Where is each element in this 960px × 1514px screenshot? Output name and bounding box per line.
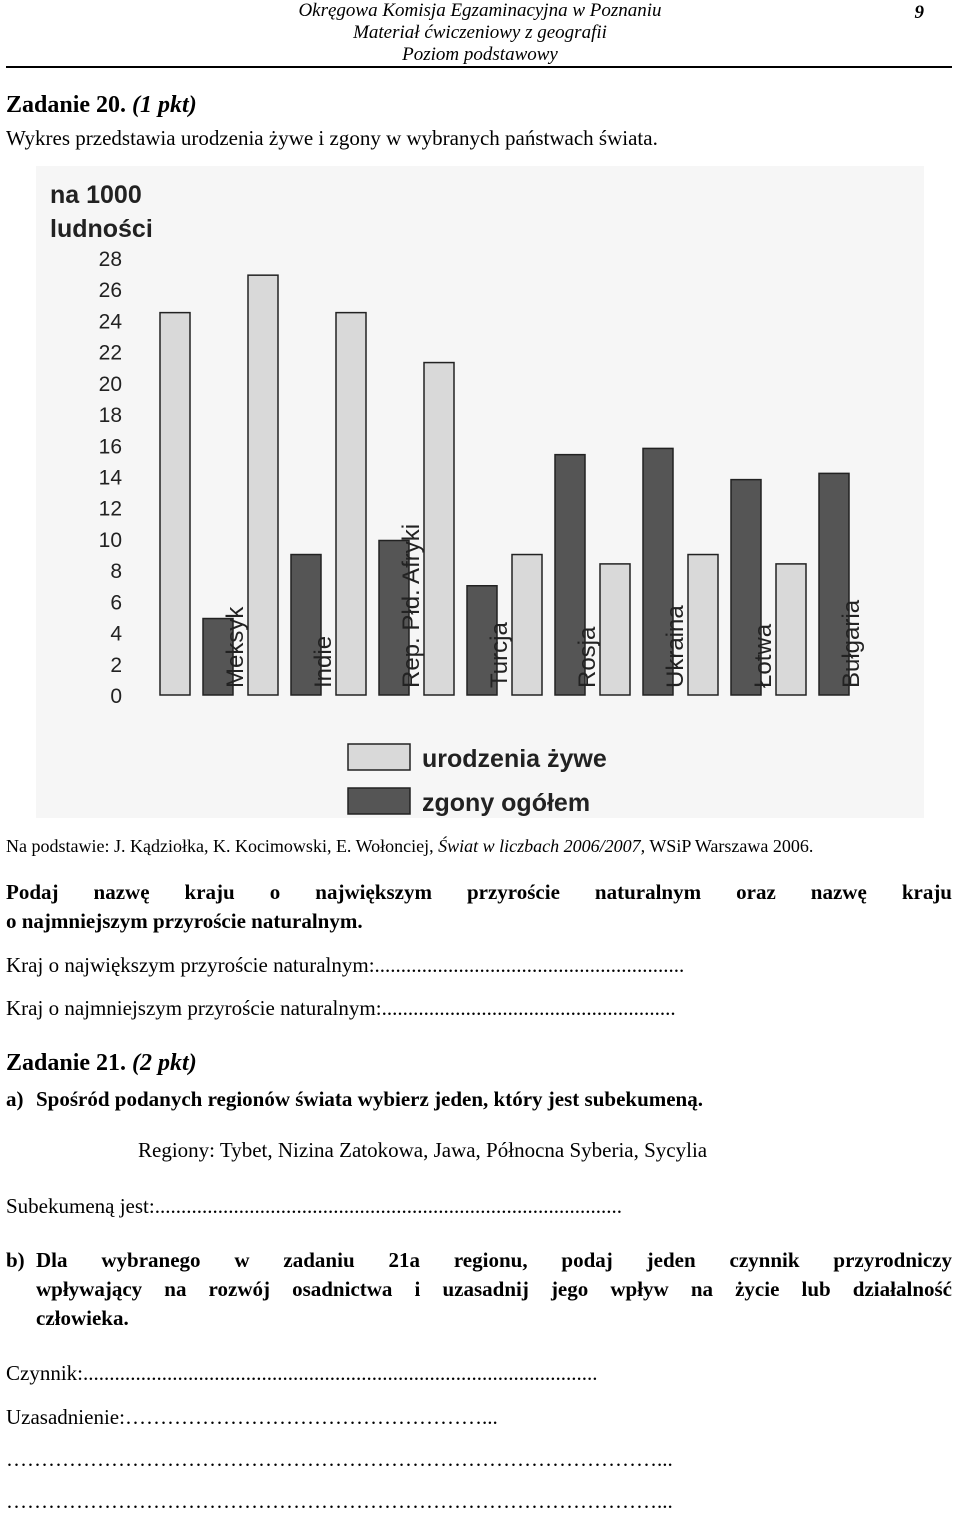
bar-deaths-4 <box>466 585 498 696</box>
task20-points: (1 pkt) <box>132 92 197 118</box>
legend-swatch <box>347 787 411 815</box>
y-tick-label: 8 <box>110 560 122 583</box>
bar-births-1 <box>159 311 191 696</box>
y-tick-label: 4 <box>110 623 122 646</box>
y-tick-label: 10 <box>99 529 122 552</box>
answer-largest-growth: Kraj o największym przyroście naturalnym… <box>6 953 684 978</box>
task20-question-line1: Podaj nazwę kraju o największym przyrośc… <box>6 880 952 904</box>
task21b-line1: Dla wybranego w zadaniu 21a regionu, pod… <box>36 1248 952 1272</box>
y-tick-label: 2 <box>110 654 122 677</box>
category-label: Rep. Płd. Afryki <box>398 524 425 688</box>
header-exam-board: Okręgowa Komisja Egzaminacyjna w Poznani… <box>298 0 662 21</box>
bars <box>159 274 850 696</box>
bar-births-8 <box>775 563 807 696</box>
answer-smallest-field[interactable]: ........................................… <box>381 996 676 1020</box>
y-tick-label: 0 <box>110 685 122 708</box>
y-axis-label: na 1000 ludności <box>50 181 153 243</box>
y-tick-label: 12 <box>99 498 122 521</box>
header-rule <box>6 66 952 68</box>
factor-answer: Czynnik:................................… <box>6 1361 598 1386</box>
category-label: Ukraina <box>662 605 689 688</box>
category-label: Meksyk <box>222 606 249 688</box>
category-labels: Meksyk Indie Rep. Płd. Afryki Turcja Rosja Uk… <box>222 524 865 688</box>
task21-title: Zadanie 21. (2 pkt) <box>6 1050 197 1077</box>
reason-field-line1[interactable]: ……………………………………………... <box>124 1405 498 1429</box>
bar-deaths-8 <box>818 472 850 696</box>
category-label: Łotwa <box>750 623 777 688</box>
subekumena-label: Subekumeną jest: <box>6 1194 155 1218</box>
task21a-text: Spośród podanych regionów świata wybierz… <box>36 1087 703 1111</box>
reason-answer: Uzasadnienie:……………………………………………... <box>6 1405 498 1430</box>
reason-label: Uzasadnienie: <box>6 1405 125 1429</box>
y-tick-label: 18 <box>99 404 122 427</box>
subekumena-field[interactable]: ........................................… <box>154 1194 622 1218</box>
factor-label: Czynnik: <box>6 1361 83 1385</box>
birth-death-chart: na 1000 ludności 0 2 4 6 8 10 12 14 16 18 20 22 24 26… <box>36 166 924 818</box>
y-tick-label: 28 <box>99 248 122 271</box>
y-tick-label: 26 <box>99 279 122 302</box>
factor-field[interactable]: ........................................… <box>83 1361 598 1385</box>
source-prefix: Na podstawie: J. Kądziołka, K. Kocimowsk… <box>6 836 439 856</box>
task21-points: (2 pkt) <box>132 1050 197 1076</box>
bar-births-2 <box>247 274 279 696</box>
source-suffix: WSiP Warszawa 2006. <box>645 836 814 856</box>
task21-title-text: Zadanie 21. <box>6 1050 127 1076</box>
header-level: Poziom podstawowy <box>402 44 558 65</box>
answer-largest-field[interactable]: ........................................… <box>374 953 685 977</box>
bar-births-4 <box>423 361 455 696</box>
y-axis-label-line2: ludności <box>50 215 153 243</box>
bar-births-5 <box>511 553 543 696</box>
bar-births-6 <box>599 563 631 696</box>
answer-largest-label: Kraj o największym przyroście naturalnym… <box>6 953 375 977</box>
bar-deaths-3 <box>378 539 410 696</box>
task20-intro: Wykres przedstawia urodzenia żywe i zgon… <box>6 126 658 150</box>
legend-swatch <box>347 743 411 771</box>
legend-label: zgony ogółem <box>422 789 590 817</box>
bar-deaths-5 <box>554 453 586 696</box>
y-tick-label: 6 <box>110 591 122 614</box>
category-label: Rosja <box>574 626 601 688</box>
task21b-line2: wpływający na rozwój osadnictwa i uzasad… <box>36 1277 952 1301</box>
subekumena-answer: Subekumeną jest:........................… <box>6 1194 622 1219</box>
category-label: Turcja <box>486 622 513 688</box>
bar-births-7 <box>687 553 719 696</box>
category-label: Indie <box>310 636 337 688</box>
answer-smallest-label: Kraj o najmniejszym przyroście naturalny… <box>6 996 382 1020</box>
legend-label: urodzenia żywe <box>422 745 607 773</box>
reason-field-line3[interactable]: …………………………………………………………………………………... <box>6 1489 673 1513</box>
y-tick-label: 22 <box>99 342 122 365</box>
answer-smallest-growth: Kraj o najmniejszym przyroście naturalny… <box>6 996 676 1021</box>
bar-deaths-2 <box>290 553 322 696</box>
y-tick-label: 16 <box>99 435 122 458</box>
regions-list: Regiony: Tybet, Nizina Zatokowa, Jawa, P… <box>138 1138 708 1162</box>
task20-question-line2: o najmniejszym przyroście naturalnym. <box>6 909 363 933</box>
bar-births-3 <box>335 311 367 696</box>
task20-title: Zadanie 20. (1 pkt) <box>6 92 197 119</box>
header-subject: Materiał ćwiczeniowy z geografii <box>353 22 607 43</box>
task21b-line3: człowieka. <box>36 1306 129 1330</box>
category-label: Bułgaria <box>838 599 865 688</box>
y-tick-label: 20 <box>99 373 122 396</box>
page-number: 9 <box>914 2 925 23</box>
chart-svg: na 1000 ludności 02468101214161820222426… <box>50 181 865 817</box>
legend: urodzenia żywe zgony ogółem <box>347 743 607 817</box>
reason-field-line2[interactable]: …………………………………………………………………………………... <box>6 1447 673 1471</box>
task20-title-text: Zadanie 20. <box>6 92 127 118</box>
y-tick-label: 24 <box>99 310 123 333</box>
y-tick-label: 14 <box>99 467 123 490</box>
task21b-label: b) <box>6 1248 25 1272</box>
bar-deaths-1 <box>202 617 234 696</box>
y-axis-label-line1: na 1000 <box>50 181 142 209</box>
bar-deaths-7 <box>730 478 762 696</box>
task20-source: Na podstawie: J. Kądziołka, K. Kocimowsk… <box>6 836 813 857</box>
task21a-label: a) <box>6 1087 24 1111</box>
source-title: Świat w liczbach 2006/2007, <box>438 836 646 856</box>
bar-deaths-6 <box>642 447 674 696</box>
